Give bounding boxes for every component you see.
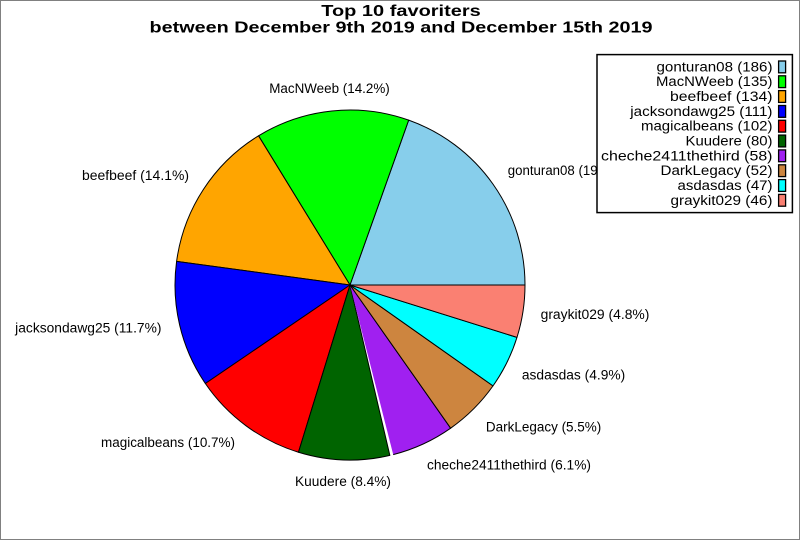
svg-text:graykit029 (4.8%): graykit029 (4.8%) — [541, 307, 650, 322]
svg-text:MacNWeeb (135): MacNWeeb (135) — [656, 74, 773, 89]
svg-text:magicalbeans (102): magicalbeans (102) — [641, 119, 773, 134]
svg-text:DarkLegacy (5.5%): DarkLegacy (5.5%) — [486, 420, 601, 435]
svg-text:graykit029 (46): graykit029 (46) — [671, 193, 773, 208]
svg-text:DarkLegacy (52): DarkLegacy (52) — [661, 163, 773, 178]
svg-text:cheche2411thethird (6.1%): cheche2411thethird (6.1%) — [427, 458, 591, 473]
svg-text:jacksondawg25 (111): jacksondawg25 (111) — [629, 104, 772, 119]
svg-text:gonturan08 (186): gonturan08 (186) — [657, 59, 773, 74]
svg-text:beefbeef (134): beefbeef (134) — [670, 89, 773, 104]
svg-text:between December 9th 2019 and: between December 9th 2019 and December 1… — [150, 20, 653, 37]
svg-text:Kuudere (8.4%): Kuudere (8.4%) — [295, 474, 391, 489]
svg-text:gonturan08 (19.6%): gonturan08 (19.6%) — [508, 163, 625, 178]
svg-text:Top 10 favoriters: Top 10 favoriters — [321, 3, 481, 20]
svg-text:asdasdas (47): asdasdas (47) — [678, 178, 773, 193]
svg-text:magicalbeans (10.7%): magicalbeans (10.7%) — [101, 435, 235, 450]
svg-text:MacNWeeb (14.2%): MacNWeeb (14.2%) — [269, 81, 390, 96]
svg-text:Kuudere (80): Kuudere (80) — [686, 134, 773, 149]
svg-text:cheche2411thethird (58): cheche2411thethird (58) — [601, 148, 773, 163]
svg-text:jacksondawg25 (11.7%): jacksondawg25 (11.7%) — [14, 321, 161, 336]
svg-text:asdasdas (4.9%): asdasdas (4.9%) — [522, 367, 625, 382]
svg-text:beefbeef (14.1%): beefbeef (14.1%) — [82, 168, 189, 183]
